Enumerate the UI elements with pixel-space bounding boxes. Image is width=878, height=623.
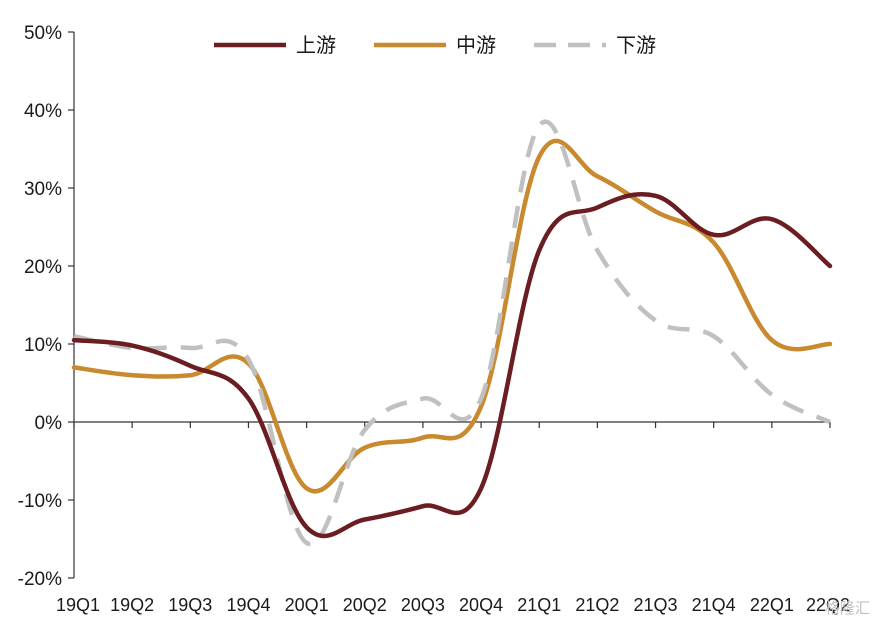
x-tick-label: 21Q3 [634,595,678,615]
x-tick-label: 19Q3 [168,595,212,615]
y-tick-label: 10% [24,335,62,356]
x-tick-label: 21Q2 [575,595,619,615]
legend: 上游 中游 下游 [214,33,656,57]
x-tick-label: 22Q2 [806,595,850,615]
y-tick-label: 20% [24,257,62,278]
series-line-2 [73,119,831,547]
legend-label-1: 中游 [456,33,496,57]
y-axis: -20% -10% 0% 10% 20% 30% 40% 50% [18,23,75,590]
x-tick-label: 22Q1 [750,595,794,615]
x-tick-label: 21Q1 [517,595,561,615]
x-tick-label: 20Q2 [343,595,387,615]
y-tick-label: -10% [18,491,62,512]
series-line-1 [71,138,833,494]
y-tick-label: 30% [24,179,62,200]
x-tick-label: 20Q3 [401,595,445,615]
x-tick-label: 19Q1 [56,595,100,615]
x-tick-label: 19Q2 [110,595,154,615]
series-line-0 [71,191,833,539]
x-tick-label: 20Q4 [459,595,503,615]
x-tick-label: 20Q1 [285,595,329,615]
x-tick-label: 21Q4 [692,595,736,615]
legend-label-0: 上游 [296,33,336,57]
y-tick-label: -20% [18,569,62,590]
legend-label-2: 下游 [616,33,656,57]
series-layer [71,119,833,547]
x-axis: 19Q1 19Q2 19Q3 19Q4 20Q1 20Q2 20Q3 20Q4 21Q1 21Q2… [56,421,850,615]
y-tick-label: 40% [24,101,62,122]
watermark-text: 格隆汇 [825,599,870,617]
x-tick-label: 19Q4 [226,595,270,615]
y-tick-label: 0% [35,413,63,434]
y-tick-label: 50% [24,23,62,44]
